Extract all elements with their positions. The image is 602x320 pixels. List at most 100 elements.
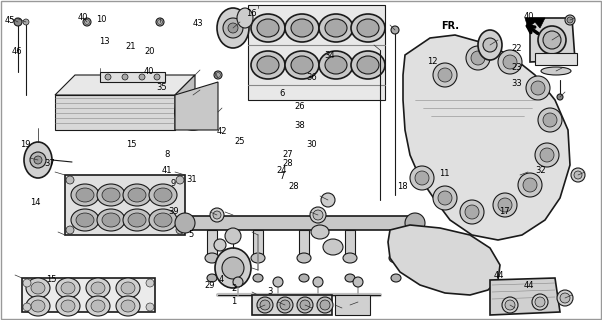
Ellipse shape — [214, 239, 226, 251]
Polygon shape — [388, 225, 500, 295]
Text: 16: 16 — [246, 9, 257, 18]
Polygon shape — [420, 245, 488, 278]
Text: 44: 44 — [493, 271, 504, 280]
Ellipse shape — [122, 74, 128, 80]
Ellipse shape — [541, 67, 571, 75]
Ellipse shape — [97, 209, 125, 231]
Ellipse shape — [502, 297, 518, 313]
Ellipse shape — [217, 8, 249, 48]
Bar — [207, 230, 217, 255]
Ellipse shape — [538, 26, 566, 54]
Text: 30: 30 — [306, 140, 317, 149]
Ellipse shape — [560, 293, 570, 303]
Text: 8: 8 — [165, 150, 170, 159]
Polygon shape — [175, 75, 195, 130]
Ellipse shape — [123, 209, 151, 231]
Ellipse shape — [181, 100, 205, 124]
Ellipse shape — [156, 18, 164, 26]
Ellipse shape — [273, 277, 283, 287]
Text: 17: 17 — [499, 207, 510, 216]
Text: 23: 23 — [511, 63, 522, 72]
Ellipse shape — [410, 166, 434, 190]
Ellipse shape — [493, 193, 517, 217]
Ellipse shape — [123, 184, 151, 206]
Ellipse shape — [228, 23, 238, 33]
Ellipse shape — [251, 14, 285, 42]
Ellipse shape — [257, 19, 279, 37]
Ellipse shape — [84, 20, 90, 25]
Text: 9: 9 — [171, 179, 176, 188]
Ellipse shape — [201, 120, 206, 125]
Ellipse shape — [216, 73, 220, 77]
Ellipse shape — [121, 282, 135, 294]
Ellipse shape — [215, 248, 251, 288]
Polygon shape — [248, 5, 385, 100]
Ellipse shape — [225, 228, 241, 244]
Ellipse shape — [478, 30, 502, 60]
Ellipse shape — [223, 18, 243, 38]
Ellipse shape — [257, 297, 273, 313]
Ellipse shape — [357, 19, 379, 37]
Text: 43: 43 — [192, 19, 203, 28]
Ellipse shape — [535, 143, 559, 167]
Ellipse shape — [139, 74, 145, 80]
Ellipse shape — [351, 51, 385, 79]
Ellipse shape — [433, 186, 457, 210]
Polygon shape — [403, 35, 570, 240]
Ellipse shape — [24, 142, 52, 178]
Ellipse shape — [389, 253, 403, 263]
Ellipse shape — [31, 282, 45, 294]
Text: 40: 40 — [78, 13, 88, 22]
Ellipse shape — [175, 94, 211, 130]
Ellipse shape — [34, 156, 42, 164]
Ellipse shape — [538, 108, 562, 132]
Bar — [253, 230, 263, 255]
Ellipse shape — [71, 209, 99, 231]
Text: 15: 15 — [126, 140, 137, 149]
Text: 25: 25 — [234, 137, 245, 146]
Ellipse shape — [207, 274, 217, 282]
Ellipse shape — [297, 297, 313, 313]
Ellipse shape — [66, 226, 74, 234]
Ellipse shape — [251, 253, 265, 263]
Text: 28: 28 — [288, 182, 299, 191]
Ellipse shape — [532, 294, 548, 310]
Ellipse shape — [351, 14, 385, 42]
Text: 40: 40 — [144, 67, 155, 76]
Text: 36: 36 — [306, 73, 317, 82]
Ellipse shape — [299, 274, 309, 282]
Ellipse shape — [540, 148, 554, 162]
Text: 45: 45 — [5, 16, 16, 25]
Bar — [299, 230, 309, 255]
Text: 29: 29 — [204, 281, 215, 290]
Ellipse shape — [323, 239, 343, 255]
Ellipse shape — [313, 277, 323, 287]
Ellipse shape — [83, 18, 91, 26]
Text: 44: 44 — [523, 281, 534, 290]
Ellipse shape — [61, 300, 75, 312]
Ellipse shape — [56, 296, 80, 316]
Ellipse shape — [343, 253, 357, 263]
Ellipse shape — [205, 253, 219, 263]
Text: 41: 41 — [162, 166, 173, 175]
Text: 22: 22 — [511, 44, 522, 53]
Ellipse shape — [149, 184, 177, 206]
Ellipse shape — [66, 176, 74, 184]
Ellipse shape — [319, 51, 353, 79]
Text: 37: 37 — [44, 159, 55, 168]
Text: 13: 13 — [99, 37, 110, 46]
Ellipse shape — [26, 296, 50, 316]
Ellipse shape — [438, 191, 452, 205]
Text: 34: 34 — [324, 51, 335, 60]
Polygon shape — [65, 175, 185, 235]
Text: 12: 12 — [427, 57, 438, 66]
Ellipse shape — [23, 19, 29, 25]
Ellipse shape — [291, 56, 313, 74]
Ellipse shape — [26, 278, 50, 298]
Ellipse shape — [105, 74, 111, 80]
Text: 14: 14 — [29, 198, 40, 207]
Ellipse shape — [285, 14, 319, 42]
Ellipse shape — [291, 19, 313, 37]
Ellipse shape — [91, 300, 105, 312]
Ellipse shape — [523, 178, 537, 192]
